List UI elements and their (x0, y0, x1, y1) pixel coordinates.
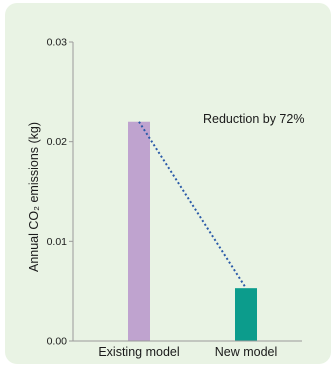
bar-new-model (235, 288, 257, 341)
y-axis-ticks: 0.00 0.01 0.02 0.03 (47, 37, 73, 348)
y-tick-label: 0.01 (47, 236, 68, 248)
y-tick-label: 0.02 (47, 136, 68, 148)
x-category-label: New model (215, 345, 278, 359)
bars (128, 121, 257, 341)
chart-card (5, 3, 331, 364)
x-category-label: Existing model (98, 345, 179, 359)
reduction-annotation: Reduction by 72% (203, 112, 304, 126)
x-axis-categories: Existing model New model (98, 345, 277, 359)
y-tick-label: 0.00 (47, 336, 68, 348)
y-tick-label: 0.03 (47, 37, 68, 49)
bar-existing-model (128, 121, 150, 341)
y-axis-label: Annual CO₂ emissions (kg) (27, 122, 41, 272)
reduction-trend-line (138, 121, 247, 289)
